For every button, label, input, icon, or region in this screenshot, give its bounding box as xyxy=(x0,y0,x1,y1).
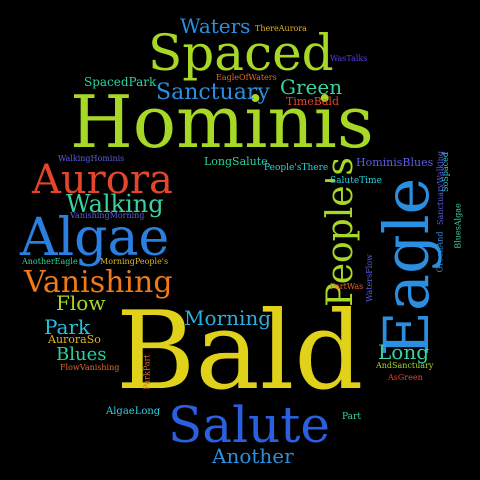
word-wastalks: WasTalks xyxy=(330,54,368,63)
word-auroraso: AuroraSo xyxy=(48,333,101,346)
word-longsalute: LongSalute xyxy=(204,155,268,168)
word-vanishingmorning: VanishingMorning xyxy=(70,211,145,220)
word-salute: Salute xyxy=(168,396,330,454)
word-blues: Blues xyxy=(56,344,107,365)
word-flowvanishing: FlowVanishing xyxy=(60,363,120,372)
word-hominisblues: HominisBlues xyxy=(356,156,434,169)
word-thereaurora: ThereAurora xyxy=(255,24,307,33)
word-algaelong: AlgaeLong xyxy=(106,406,161,417)
word-bluesalgae: BluesAlgae xyxy=(453,203,463,249)
word-walking: Walking xyxy=(66,190,164,218)
word-sospaced: SoSpaced xyxy=(441,151,451,193)
word-aurora: Aurora xyxy=(32,157,173,203)
word-salutetime: SaluteTime xyxy=(330,176,382,186)
word-long: Long xyxy=(378,340,430,364)
word-walkinghominis: WalkingHominis xyxy=(58,154,125,163)
word-another: Another xyxy=(212,444,294,468)
word-flow: Flow xyxy=(56,291,106,315)
word-peoplesthere: People'sThere xyxy=(264,163,329,173)
word-watersflow: WatersFlow xyxy=(364,254,374,302)
word-asgreen: AsGreen xyxy=(388,373,423,382)
word-spacedpark: SpacedPark xyxy=(84,75,157,89)
word-parkpart: ParkPart xyxy=(142,354,152,390)
word-algae: Algae xyxy=(20,208,170,268)
word-green: Green xyxy=(280,75,343,99)
word-greenand: GreenAnd xyxy=(435,231,445,273)
word-anothereagle: AnotherEagle xyxy=(22,257,78,266)
word-timebald: TimeBald xyxy=(286,95,339,108)
word-sanctuary: Sanctuary xyxy=(156,80,270,105)
word-bald: Bald xyxy=(116,289,364,414)
word-hominis: Hominis xyxy=(70,80,374,164)
word-eagle: Eagle xyxy=(370,177,444,357)
word-eagleofwaters: EagleOfWaters xyxy=(216,73,277,82)
word-morning: Morning xyxy=(184,306,272,330)
word-andsanctuary: AndSanctuary xyxy=(376,361,434,370)
word-morningpeoples: MorningPeople's xyxy=(100,257,169,266)
word-waters: Waters xyxy=(180,14,251,38)
word-part: Part xyxy=(342,412,361,422)
word-park: Park xyxy=(44,315,91,339)
word-vanishing: Vanishing xyxy=(24,265,173,300)
word-spaced: Spaced xyxy=(148,24,334,82)
word-partwas: PartWas xyxy=(330,282,364,291)
